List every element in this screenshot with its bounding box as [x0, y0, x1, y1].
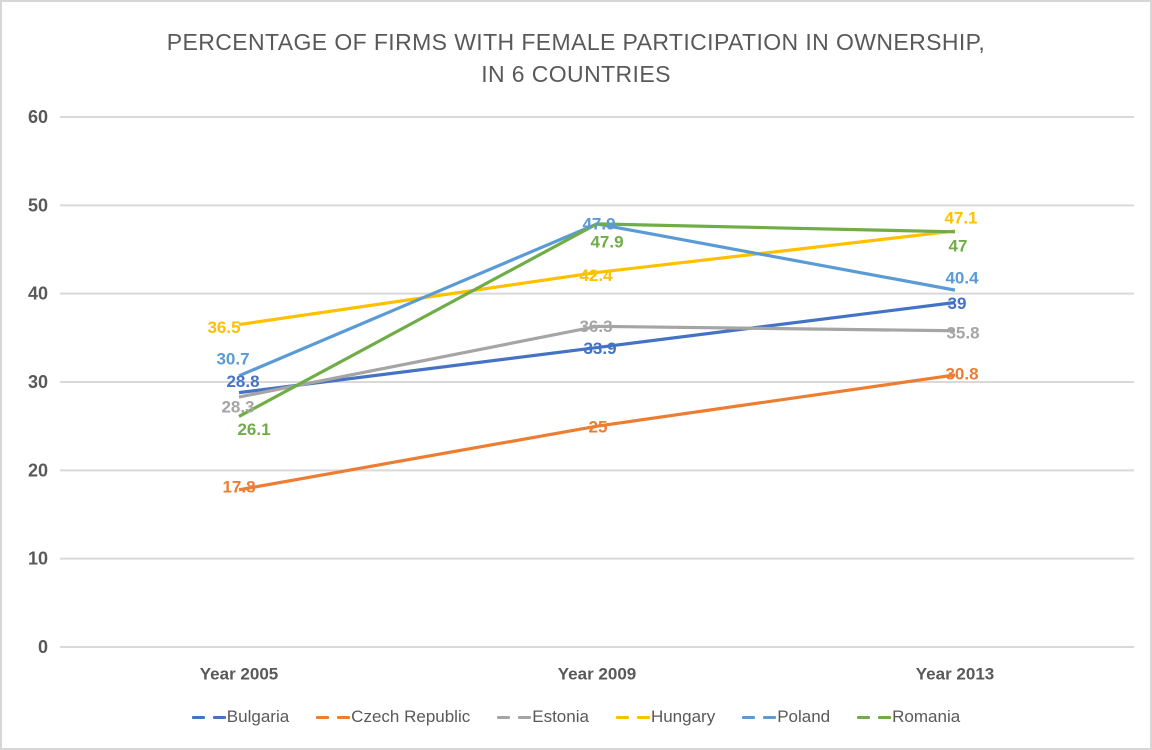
legend-dash-icon	[337, 715, 351, 719]
legend-label-poland: Poland	[777, 707, 831, 726]
series-line-hungary	[238, 229, 956, 327]
data-label-hungary-2: 47.1	[944, 208, 977, 227]
y-axis-tick-label-40: 40	[28, 284, 48, 304]
legend-dash-icon	[191, 715, 205, 719]
legend-dash-icon	[615, 715, 629, 719]
x-axis-label-year-2005: Year 2005	[200, 665, 278, 684]
legend-dash-icon	[636, 715, 650, 719]
legend-item-hungary: Hungary	[615, 707, 716, 727]
legend-item-czech-republic: Czech Republic	[316, 707, 470, 727]
legend-item-bulgaria: Bulgaria	[191, 707, 290, 727]
y-axis-tick-label-60: 60	[28, 107, 48, 127]
legend-item-romania: Romania	[857, 707, 960, 727]
legend-dash-icon	[878, 715, 892, 719]
series-line-bulgaria	[238, 300, 956, 395]
legend-dash-icon	[212, 715, 226, 719]
data-label-bulgaria-1: 33.9	[583, 339, 616, 358]
legend-label-romania: Romania	[892, 707, 961, 726]
y-axis-tick-label-0: 0	[38, 637, 48, 657]
legend-label-hungary: Hungary	[650, 707, 716, 726]
x-axis-label-year-2013: Year 2013	[916, 665, 994, 684]
data-label-poland-2: 40.4	[945, 269, 979, 288]
chart-title-line2: IN 6 COUNTRIES	[481, 61, 671, 87]
legend-dash-icon	[763, 715, 777, 719]
data-label-estonia-2: 35.8	[946, 323, 979, 342]
legend-item-estonia: Estonia	[497, 707, 589, 727]
data-label-estonia-1: 36.3	[579, 317, 612, 336]
legend-item-poland: Poland	[742, 707, 830, 727]
series-line-estonia	[238, 324, 956, 399]
legend-label-czech-republic: Czech Republic	[351, 707, 471, 726]
data-label-romania-1: 47.9	[590, 232, 623, 251]
data-label-romania-2: 47	[949, 236, 968, 255]
data-label-bulgaria-2: 39	[948, 294, 967, 313]
data-label-hungary-1: 42.4	[579, 266, 613, 285]
series-line-czech-republic	[238, 373, 956, 492]
data-label-romania-0: 26.1	[237, 420, 270, 439]
y-axis-tick-label-50: 50	[28, 195, 48, 215]
x-axis-label-year-2009: Year 2009	[558, 665, 636, 684]
data-label-czech-republic-1: 25	[589, 418, 608, 437]
legend-label-bulgaria: Bulgaria	[226, 707, 290, 726]
data-label-hungary-0: 36.5	[207, 318, 240, 337]
data-label-poland-0: 30.7	[216, 349, 249, 368]
legend-dash-icon	[857, 715, 871, 719]
series-line-romania	[238, 222, 956, 418]
legend-dash-icon	[316, 715, 330, 719]
y-axis-tick-label-10: 10	[28, 549, 48, 569]
data-label-czech-republic-0: 17.8	[222, 477, 255, 496]
data-label-poland-1: 47.9	[582, 214, 615, 233]
legend-dash-icon	[497, 715, 511, 719]
y-axis-tick-label-20: 20	[28, 460, 48, 480]
data-label-bulgaria-0: 28.8	[226, 372, 259, 391]
data-label-estonia-0: 28.3	[221, 398, 254, 417]
legend: Bulgaria Czech Republic Estonia Hungary Pola…	[2, 707, 1150, 727]
y-axis-tick-label-30: 30	[28, 372, 48, 392]
legend-label-estonia: Estonia	[532, 707, 589, 726]
data-label-czech-republic-2: 30.8	[945, 364, 978, 383]
legend-dash-icon	[742, 715, 756, 719]
legend-dash-icon	[518, 715, 532, 719]
chart-title-line1: PERCENTAGE OF FIRMS WITH FEMALE PARTICIP…	[166, 29, 986, 55]
chart-title: PERCENTAGE OF FIRMS WITH FEMALE PARTICIP…	[2, 26, 1150, 90]
